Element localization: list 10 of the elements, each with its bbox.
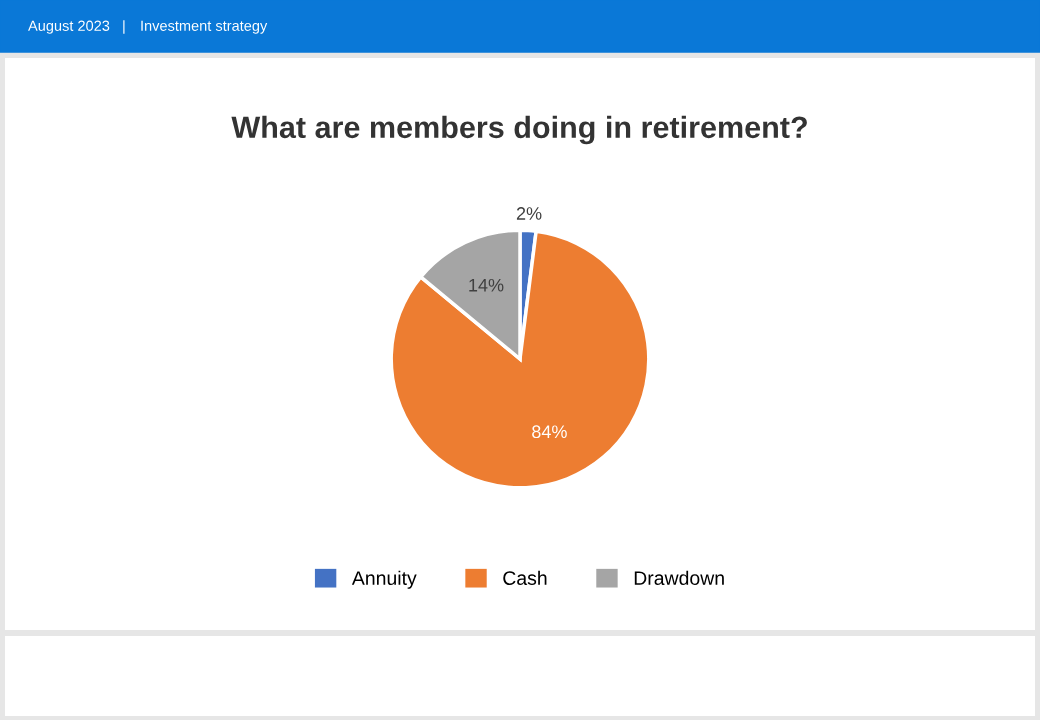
data-label: 14%	[469, 278, 504, 292]
text: Investment strategy	[141, 20, 268, 34]
legend-label: Annuity	[351, 570, 417, 589]
data-label: 84%	[532, 425, 567, 439]
legend-label: Drawdown	[634, 570, 724, 585]
chart-title: What are members doing in retirement?	[231, 115, 807, 145]
text: August 2023	[28, 20, 110, 34]
legend-label: Cash	[503, 570, 547, 585]
text: |	[123, 20, 125, 34]
data-label: 2%	[516, 207, 542, 220]
